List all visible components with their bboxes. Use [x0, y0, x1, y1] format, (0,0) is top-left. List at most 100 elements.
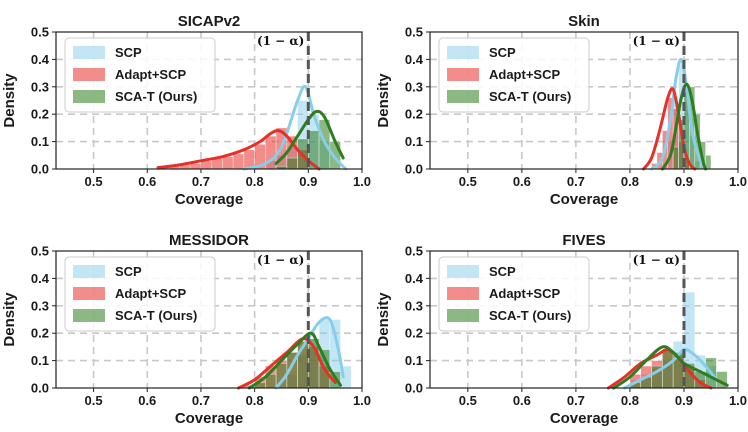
legend-label: SCP: [115, 45, 142, 60]
legend-label: SCA-T (Ours): [115, 89, 197, 104]
x-axis-label: Coverage: [550, 191, 618, 208]
x-tick-label: 1.0: [729, 393, 747, 408]
kde-line-sca-t-ours-: [274, 109, 345, 165]
x-tick-label: 0.9: [299, 393, 317, 408]
legend-swatch: [73, 46, 105, 59]
panel-sicapv2: (1 − α) 0.5 0.6 0.7 0.8 0.9 1.0 0.0 0.1 0.2 0.3 0.4…: [1, 13, 371, 208]
target-coverage-label: (1 − α): [633, 253, 680, 267]
hist-bar: [286, 157, 298, 170]
target-coverage-label: (1 − α): [257, 253, 304, 267]
legend-swatch: [447, 265, 479, 278]
x-tick-label: 0.5: [459, 393, 477, 408]
legend-label: Adapt+SCP: [115, 67, 186, 82]
y-tick-label: 0.2: [31, 326, 49, 341]
legend-swatch: [73, 68, 105, 81]
kde-line-adapt-scp: [156, 129, 321, 171]
x-tick-label: 0.6: [513, 174, 531, 189]
hist-bar: [672, 146, 679, 170]
kde-line-adapt-scp: [641, 87, 697, 171]
legend-swatch: [73, 265, 105, 278]
hist-bar: [232, 153, 245, 170]
x-tick-label: 0.5: [85, 174, 103, 189]
y-tick-label: 0.4: [405, 52, 424, 67]
x-tick-label: 0.5: [459, 174, 477, 189]
kde-line-scp: [650, 57, 708, 171]
y-tick-label: 0.5: [31, 244, 49, 259]
legend-swatch: [447, 309, 479, 322]
legend-swatch: [447, 90, 479, 103]
x-tick-label: 0.9: [299, 174, 317, 189]
x-tick-label: 0.7: [192, 393, 210, 408]
y-tick-label: 0.3: [31, 79, 49, 94]
x-tick-label: 0.8: [246, 174, 264, 189]
x-tick-label: 0.7: [567, 393, 585, 408]
y-tick-label: 0.5: [405, 244, 423, 259]
legend-label: SCP: [489, 264, 516, 279]
x-tick-label: 0.6: [513, 393, 531, 408]
legend-swatch: [447, 46, 479, 59]
y-tick-label: 0.2: [31, 107, 49, 122]
x-axis-label: Coverage: [175, 410, 243, 427]
x-axis-label: Coverage: [175, 191, 243, 208]
legend-label: SCA-T (Ours): [489, 308, 571, 323]
kde-line-sca-t-ours-: [612, 345, 729, 390]
y-tick-label: 0.3: [405, 79, 423, 94]
legend-swatch: [73, 309, 105, 322]
y-axis-label: Density: [1, 73, 18, 128]
axes-frame: [429, 31, 739, 170]
y-tick-label: 0.2: [405, 326, 423, 341]
x-tick-label: 0.9: [675, 174, 693, 189]
legend: SCP Adapt+SCP SCA-T (Ours): [438, 256, 590, 332]
y-tick-label: 0.0: [31, 381, 49, 396]
x-tick-label: 0.8: [246, 393, 264, 408]
target-coverage-label: (1 − α): [633, 34, 680, 48]
panel-fives: (1 − α) 0.5 0.6 0.7 0.8 0.9 1.0 0.0 0.1 0.2 0.3 0.4…: [375, 232, 747, 427]
axes-frame: [55, 31, 363, 170]
x-axis-label: Coverage: [550, 410, 618, 427]
axes-frame: [55, 250, 363, 389]
y-tick-label: 0.4: [405, 271, 424, 286]
target-coverage-label: (1 − α): [257, 34, 304, 48]
x-tick-label: 1.0: [353, 174, 371, 189]
kde-line-scp: [623, 347, 718, 390]
legend: SCP Adapt+SCP SCA-T (Ours): [64, 256, 216, 332]
y-tick-label: 0.1: [31, 134, 49, 149]
y-tick-label: 0.2: [405, 107, 423, 122]
legend-label: Adapt+SCP: [489, 67, 560, 82]
kde-line-sca-t-ours-: [660, 82, 708, 171]
x-tick-label: 1.0: [353, 393, 371, 408]
hist-bar: [705, 155, 712, 170]
axes-frame: [429, 250, 739, 389]
legend-label: SCP: [489, 45, 516, 60]
panel-title: SICAPv2: [178, 13, 241, 30]
y-tick-label: 0.4: [31, 52, 50, 67]
y-axis-label: Density: [1, 292, 18, 347]
kde-line-sca-t-ours-: [247, 331, 342, 390]
legend-label: Adapt+SCP: [489, 286, 560, 301]
legend: SCP Adapt+SCP SCA-T (Ours): [64, 37, 216, 113]
panel-title: FIVES: [562, 232, 605, 249]
y-axis-label: Density: [375, 292, 392, 347]
x-tick-label: 0.7: [567, 174, 585, 189]
y-axis-label: Density: [375, 73, 392, 128]
y-tick-label: 0.5: [31, 25, 49, 40]
y-tick-label: 0.5: [405, 25, 423, 40]
x-tick-label: 0.7: [192, 174, 210, 189]
panel-skin: (1 − α) 0.5 0.6 0.7 0.8 0.9 1.0 0.0 0.1 0.2 0.3 0.4…: [375, 13, 747, 208]
kde-line-adapt-scp: [237, 337, 337, 390]
legend-swatch: [73, 287, 105, 300]
legend-label: SCP: [115, 264, 142, 279]
legend-swatch: [447, 68, 479, 81]
y-tick-label: 0.1: [405, 134, 423, 149]
y-tick-label: 0.1: [405, 353, 423, 368]
legend-label: Adapt+SCP: [115, 286, 186, 301]
y-tick-label: 0.1: [31, 353, 49, 368]
x-tick-label: 0.6: [138, 393, 156, 408]
kde-line-scp: [242, 84, 348, 171]
legend-swatch: [447, 287, 479, 300]
y-tick-label: 0.0: [405, 381, 423, 396]
x-tick-label: 0.5: [85, 393, 103, 408]
x-tick-label: 0.9: [675, 393, 693, 408]
x-tick-label: 1.0: [729, 174, 747, 189]
